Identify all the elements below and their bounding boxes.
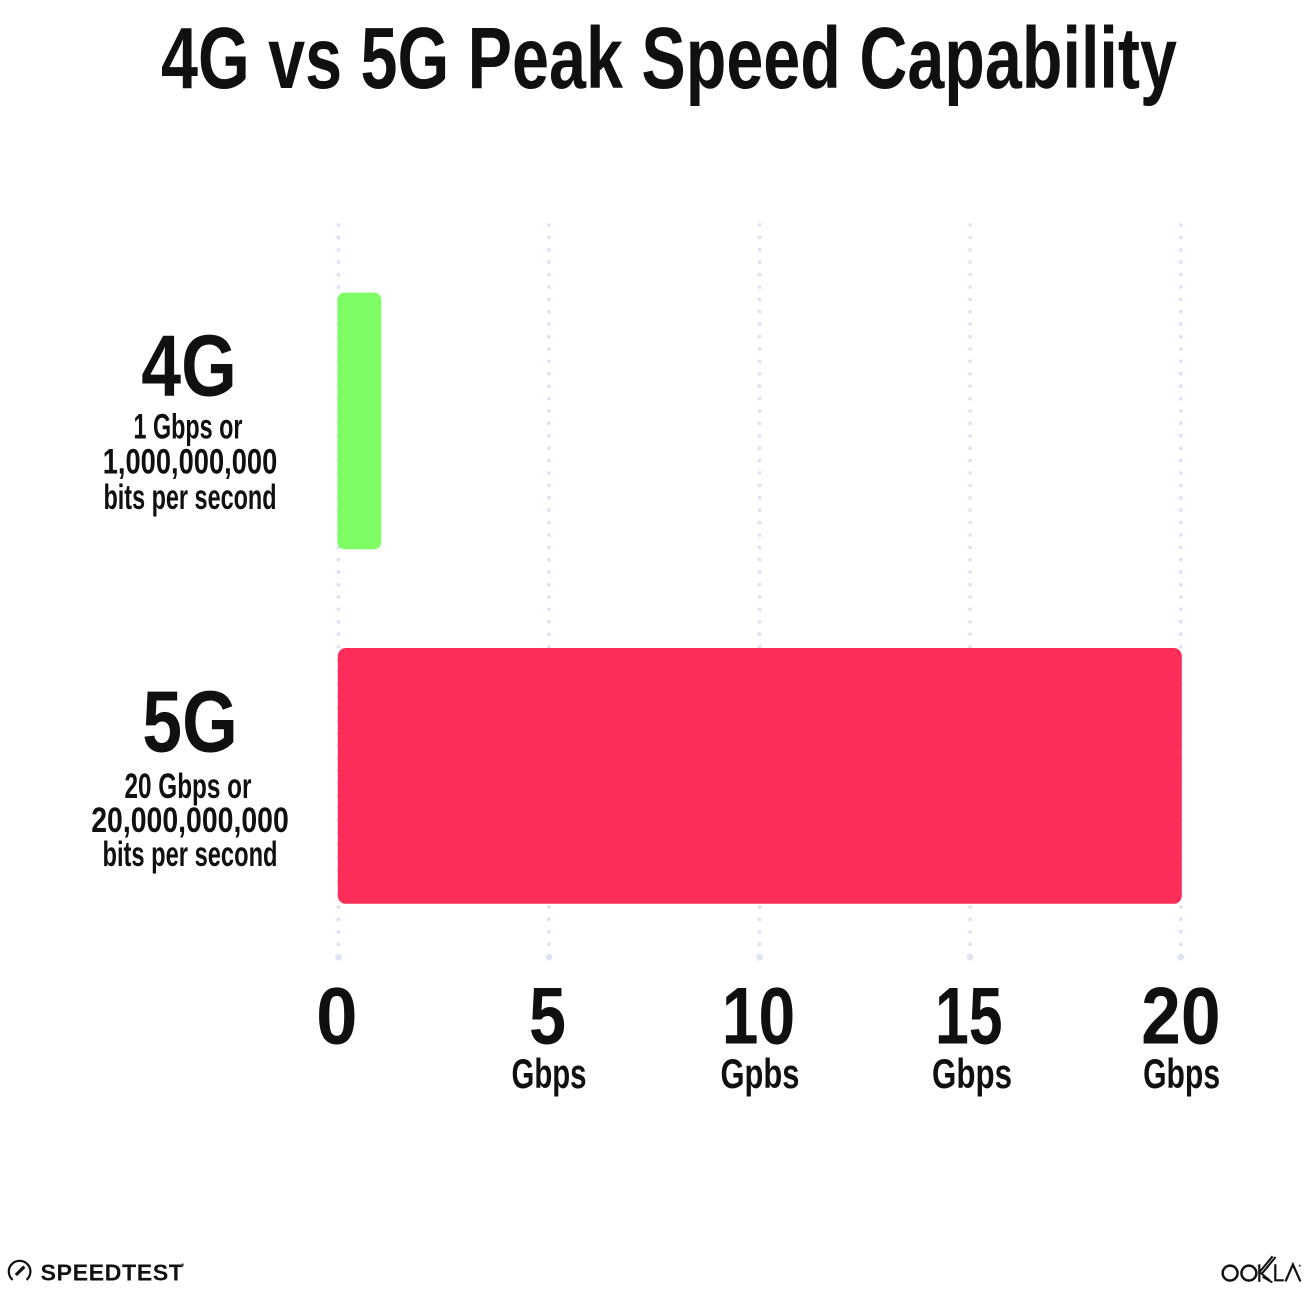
svg-text:SPEEDTEST: SPEEDTEST bbox=[41, 1260, 184, 1286]
svg-text:0: 0 bbox=[316, 972, 357, 1062]
svg-text:15: 15 bbox=[935, 972, 1003, 1062]
svg-text:20 Gbps or: 20 Gbps or bbox=[125, 767, 252, 806]
svg-text:Gbps: Gbps bbox=[1143, 1050, 1220, 1097]
svg-text:Gbps: Gbps bbox=[512, 1050, 587, 1097]
svg-text:Gpbs: Gpbs bbox=[721, 1050, 800, 1097]
svg-text:5G: 5G bbox=[142, 674, 238, 771]
svg-text:Gbps: Gbps bbox=[932, 1050, 1012, 1097]
svg-text:20: 20 bbox=[1141, 972, 1221, 1062]
svg-text:4G vs 5G Peak Speed Capability: 4G vs 5G Peak Speed Capability bbox=[161, 10, 1177, 107]
svg-text:bits per second: bits per second bbox=[104, 478, 277, 517]
svg-text:5: 5 bbox=[529, 972, 566, 1062]
svg-text:1 Gbps or: 1 Gbps or bbox=[134, 408, 243, 447]
svg-text:4G: 4G bbox=[141, 318, 237, 415]
svg-text:20,000,000,000: 20,000,000,000 bbox=[91, 801, 289, 840]
svg-text:1,000,000,000: 1,000,000,000 bbox=[103, 443, 278, 482]
svg-text:bits per second: bits per second bbox=[103, 835, 278, 874]
svg-text:10: 10 bbox=[722, 972, 795, 1062]
